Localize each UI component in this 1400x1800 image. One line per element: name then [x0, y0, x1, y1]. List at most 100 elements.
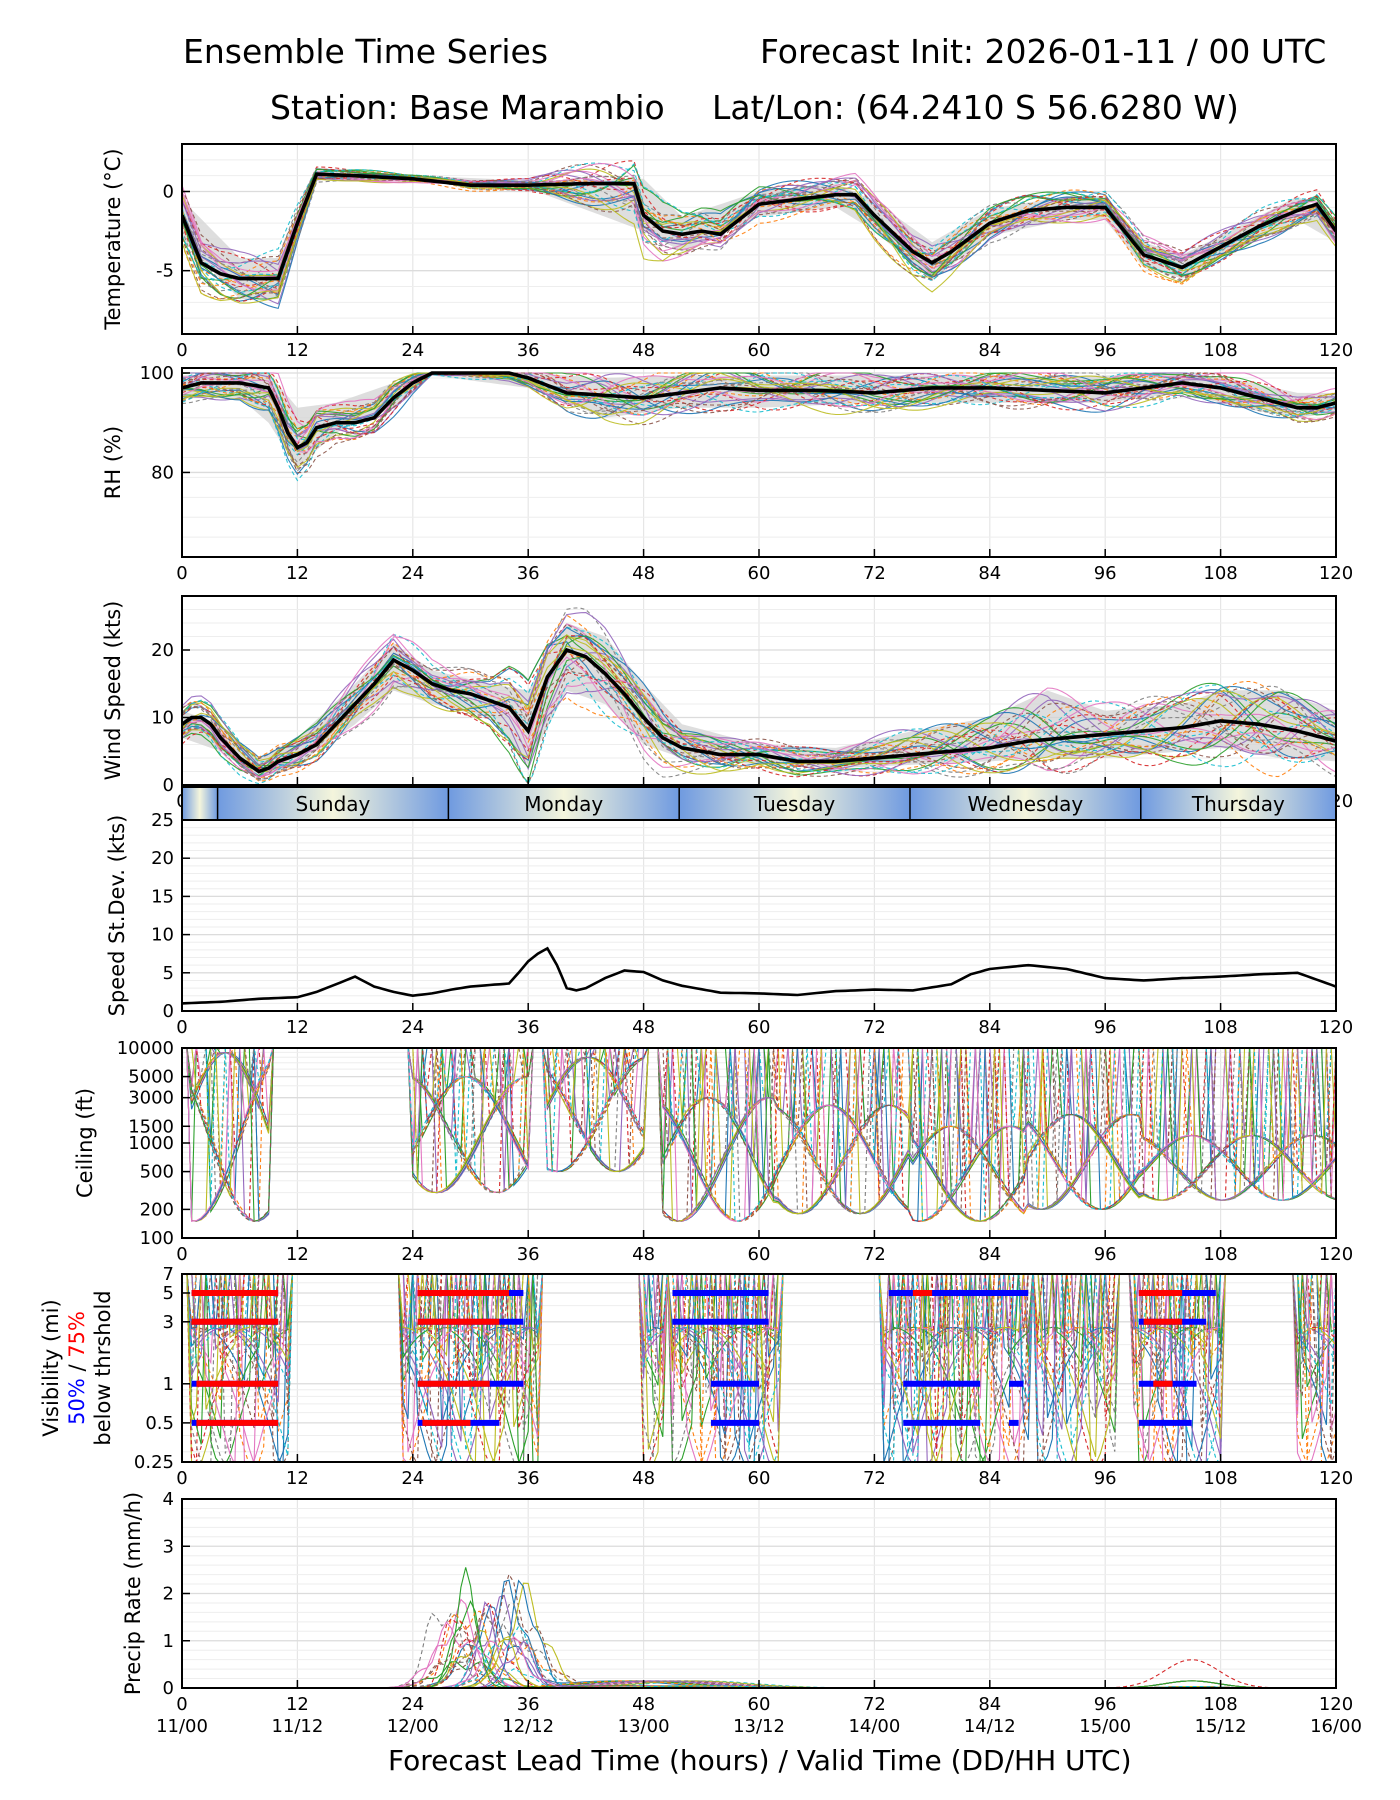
x-tick-label: 96 — [1094, 1694, 1117, 1715]
precip-axes — [181, 1498, 1337, 1689]
valid-time-label: 14/00 — [848, 1716, 900, 1737]
ensemble-member-line — [182, 372, 1336, 448]
x-tick-label: 12 — [286, 1468, 309, 1489]
x-tick-label: 48 — [632, 563, 655, 584]
ensemble-member-line — [182, 372, 1336, 435]
ensemble-member-line — [186, 1274, 1313, 1462]
x-tick-label: 72 — [863, 340, 886, 361]
x-tick-label: 108 — [1203, 1468, 1237, 1489]
wind_speed-members — [182, 607, 1336, 785]
x-tick-label: 24 — [401, 563, 424, 584]
x-tick-label: 108 — [1203, 340, 1237, 361]
ensemble-member-line — [182, 372, 1336, 476]
y-tick-label: 0 — [163, 1678, 174, 1699]
x-tick-label: 24 — [401, 1468, 424, 1489]
ensemble-member-line — [182, 652, 1336, 779]
day-segment — [448, 787, 680, 820]
rh-mean-line — [182, 371, 1336, 450]
y-tick-label: 20 — [151, 640, 174, 661]
y-tick-label: 5000 — [128, 1067, 174, 1088]
ensemble-member-line — [182, 163, 1336, 264]
ensemble-member-line — [182, 175, 1336, 290]
x-tick-label: 60 — [748, 1017, 771, 1038]
x-tick-label: 24 — [401, 1017, 424, 1038]
speed_stdev-axes — [181, 819, 1337, 1012]
valid-time-label: 15/00 — [1079, 1716, 1131, 1737]
x-tick-label: 12 — [286, 1694, 309, 1715]
x-tick-label: 108 — [1203, 1694, 1237, 1715]
x-tick-label: 36 — [517, 1244, 540, 1265]
ensemble-member-line — [186, 1274, 1313, 1462]
x-tick-label: 36 — [517, 1017, 540, 1038]
x-tick-label: 120 — [1319, 340, 1353, 361]
ensemble-member-line — [182, 372, 1336, 444]
ensemble-member-line — [182, 163, 1336, 281]
x-tick-label: 48 — [632, 1017, 655, 1038]
ensemble-member-line — [182, 634, 1336, 772]
valid-time-label: 16/00 — [1310, 1716, 1362, 1737]
rh-axes — [181, 368, 1337, 558]
x-tick-label: 120 — [1319, 1244, 1353, 1265]
x-tick-label: 84 — [978, 1468, 1001, 1489]
y-tick-label: 100 — [140, 363, 174, 384]
ensemble-member-line — [182, 174, 1336, 292]
ceiling-frame: 0 12 24 36 48 60 72 84 96 108 120 100 200 500 10001500… — [117, 1038, 1353, 1265]
ensemble-member-line — [205, 1274, 1336, 1462]
temperature-y-axis-label: Temperature (°C) — [101, 148, 125, 330]
x-tick-label: 120 — [1319, 1694, 1353, 1715]
y-tick-label: 0 — [163, 182, 174, 203]
x-tick-label: 84 — [978, 563, 1001, 584]
rh-frame: 0 12 24 36 48 60 72 84 96 108 120 80 100 — [140, 363, 1354, 584]
x-tick-label: 24 — [401, 1244, 424, 1265]
y-tick-label: 100 — [140, 1228, 174, 1249]
x-tick-label: 12 — [286, 340, 309, 361]
temperature-frame: 0 12 24 36 48 60 72 84 96 108 120 -5 0 — [156, 143, 1353, 361]
x-tick-label: 84 — [978, 1017, 1001, 1038]
day-label: Wednesday — [967, 792, 1083, 816]
ensemble-member-line — [215, 1048, 1327, 1222]
ensemble-member-line — [182, 172, 1336, 286]
y-tick-label: -5 — [156, 261, 174, 282]
x-tick-label: 0 — [176, 1468, 187, 1489]
ensemble-member-line — [186, 1048, 1336, 1222]
legend-75-label: 75% — [65, 1311, 89, 1358]
y-tick-label: 15 — [151, 886, 174, 907]
x-tick-label: 72 — [863, 1694, 886, 1715]
x-tick-label: 48 — [632, 1244, 655, 1265]
valid-time-label: 14/12 — [964, 1716, 1016, 1737]
y-tick-label: 1 — [163, 1374, 174, 1395]
x-tick-label: 72 — [863, 1468, 886, 1489]
y-tick-label: 3 — [163, 1312, 174, 1333]
x-tick-label: 12 — [286, 1244, 309, 1265]
ensemble-member-line — [186, 1274, 1336, 1462]
visibility-frame: 0 12 24 36 48 60 72 84 96 108 120 0.25 0.5 1 3 57 — [134, 1264, 1353, 1489]
ensemble-member-line — [182, 633, 1336, 778]
visibility-threshold-legend: 50% / 75% — [65, 1311, 89, 1425]
valid-time-label: 11/00 — [156, 1716, 208, 1737]
x-tick-label: 0 — [176, 1244, 187, 1265]
y-tick-label: 0.5 — [145, 1413, 174, 1434]
ensemble-member-line — [182, 646, 1336, 777]
y-tick-label: 1000 — [128, 1133, 174, 1154]
precip-y-axis-label: Precip Rate (mm/h) — [121, 1492, 145, 1695]
x-axis-label: Forecast Lead Time (hours) / Valid Time … — [388, 1744, 1132, 1777]
ensemble-member-line — [182, 646, 1336, 780]
x-tick-label: 0 — [176, 563, 187, 584]
legend-50-label: 50% — [65, 1378, 89, 1425]
ensemble-member-line — [182, 372, 1336, 464]
station-latlon: Lat/Lon: (64.2410 S 56.6280 W) — [712, 88, 1239, 127]
y-tick-label: 10 — [151, 708, 174, 729]
ensemble-member-line — [205, 1048, 1303, 1222]
forecast-init: Forecast Init: 2026-01-11 / 00 UTC — [760, 32, 1327, 71]
y-tick-label: 0 — [163, 1001, 174, 1022]
x-tick-label: 60 — [748, 340, 771, 361]
ceiling-y-axis-label: Ceiling (ft) — [73, 1088, 97, 1198]
y-tick-label: 4 — [163, 1489, 174, 1510]
ensemble-member-line — [182, 1637, 1336, 1688]
y-tick-label: 500 — [140, 1162, 174, 1183]
ensemble-member-line — [182, 636, 1336, 778]
ensemble-member-line — [186, 1048, 1336, 1222]
x-tick-label: 96 — [1094, 340, 1117, 361]
x-tick-label: 36 — [517, 1468, 540, 1489]
wind_speed-y-axis-label: Wind Speed (kts) — [101, 601, 125, 781]
